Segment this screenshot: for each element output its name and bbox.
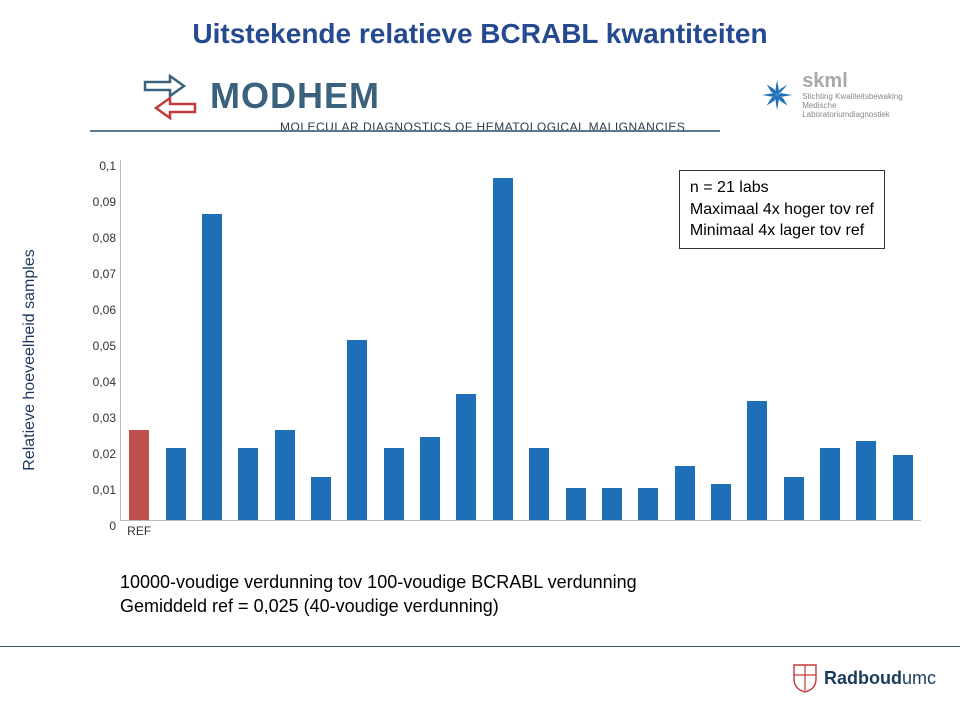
xtick-label: REF [127,524,151,538]
caption-line-1: 10000-voudige verdunning tov 100-voudige… [120,570,637,594]
info-line-1: n = 21 labs [690,177,874,199]
bar [711,484,731,520]
bar [384,448,404,520]
ytick-label: 0,1 [71,159,116,173]
modhem-arrows-icon [140,72,200,120]
info-line-2: Maximaal 4x hoger tov ref [690,199,874,221]
y-axis-title: Relatieve hoeveelheid samples [21,249,39,470]
radboud-text: Radboudumc [824,668,936,689]
modhem-name: MODHEM [210,75,380,117]
skml-logo: skml Stichting Kwaliteitsbewaking Medisc… [760,70,920,119]
radboud-shield-icon [792,663,818,693]
page-title: Uitstekende relatieve BCRABL kwantiteite… [0,18,960,50]
bar [675,466,695,520]
bar [238,448,258,520]
ytick-label: 0 [71,519,116,533]
info-box: n = 21 labs Maximaal 4x hoger tov ref Mi… [679,170,885,249]
caption-line-2: Gemiddeld ref = 0,025 (40-voudige verdun… [120,594,637,618]
divider [90,130,720,132]
ytick-label: 0,07 [71,267,116,281]
bar [602,488,622,520]
bar [202,214,222,520]
bar [129,430,149,520]
modhem-logo: MODHEM [140,72,380,120]
bar [747,401,767,520]
bar [311,477,331,520]
ytick-label: 0,03 [71,411,116,425]
skml-star-icon [760,77,794,113]
bar [893,455,913,520]
info-line-3: Minimaal 4x lager tov ref [690,220,874,242]
ytick-label: 0,01 [71,483,116,497]
ytick-label: 0,09 [71,195,116,209]
skml-sub2: Medische Laboratoriumdiagnostiek [802,102,920,120]
footer-divider [0,646,960,647]
radboud-logo: Radboudumc [792,663,936,693]
bar [420,437,440,520]
bar [347,340,367,520]
bar [529,448,549,520]
bar [566,488,586,520]
ytick-label: 0,04 [71,375,116,389]
skml-name: skml [802,70,920,93]
ytick-label: 0,02 [71,447,116,461]
bar [638,488,658,520]
bar [856,441,876,520]
ytick-label: 0,08 [71,231,116,245]
ytick-label: 0,06 [71,303,116,317]
bar [820,448,840,520]
bar [456,394,476,520]
bar [784,477,804,520]
caption: 10000-voudige verdunning tov 100-voudige… [120,570,637,619]
ytick-label: 0,05 [71,339,116,353]
bar [166,448,186,520]
bar [275,430,295,520]
bar [493,178,513,520]
